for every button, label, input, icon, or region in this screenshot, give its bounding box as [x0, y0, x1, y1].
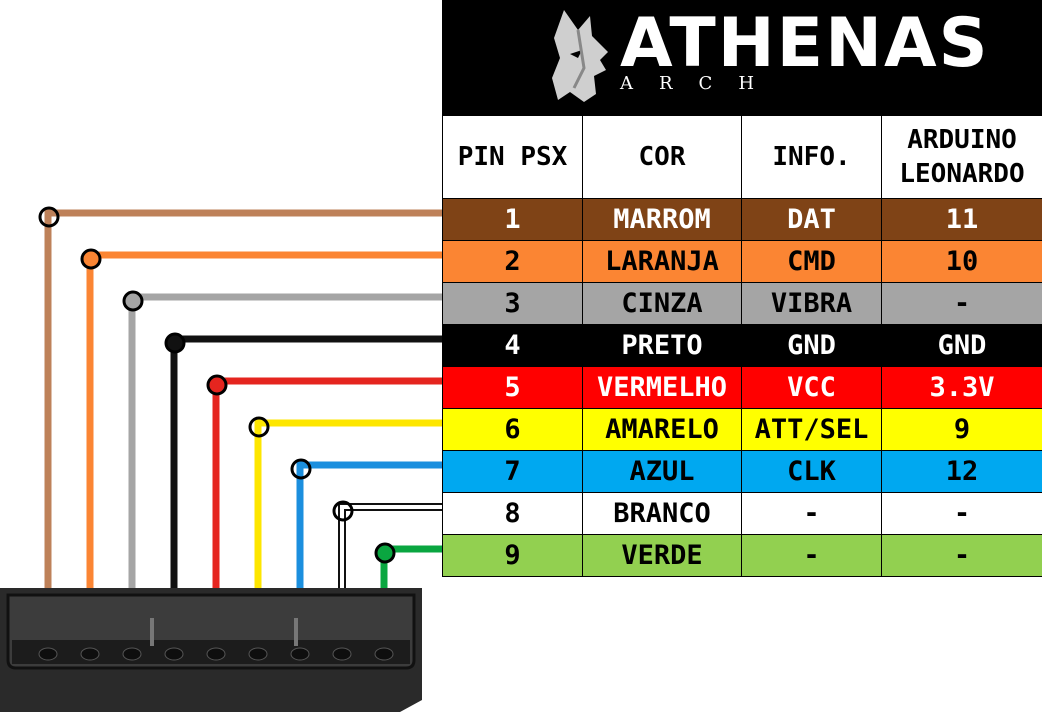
wire-bend-marker: [290, 458, 312, 480]
brand-subtitle: ARCH: [620, 73, 781, 94]
wires-group: [38, 206, 442, 640]
color-cell: BRANCO: [582, 492, 742, 535]
pin-cell: 9: [442, 534, 583, 577]
wire-pin-7: [290, 458, 442, 640]
wire-bend-marker: [122, 290, 144, 312]
info-cell: CMD: [741, 240, 882, 283]
wire-bend-marker: [164, 332, 186, 354]
color-cell: CINZA: [582, 282, 742, 325]
connector-pin-slot: [290, 647, 310, 661]
color-cell: AMARELO: [582, 408, 742, 451]
info-cell: VCC: [741, 366, 882, 409]
wire-bend-marker: [332, 500, 354, 522]
arduino-cell: 10: [881, 240, 1042, 283]
connector-pin-slot: [80, 647, 100, 661]
info-cell: DAT: [741, 198, 882, 241]
arduino-cell: 11: [881, 198, 1042, 241]
wire-bend-marker: [80, 248, 102, 270]
wire-pin-2: [80, 248, 442, 640]
pin-cell: 7: [442, 450, 583, 493]
wire-pin-4: [164, 332, 442, 640]
pin-cell: 3: [442, 282, 583, 325]
connector-pin-slot: [374, 647, 394, 661]
wire-bend-marker: [374, 542, 396, 564]
pinout-table: PIN PSX COR INFO. ARDUINO LEONARDO 1 MARR…: [442, 115, 1042, 577]
col-cor: COR: [582, 115, 742, 199]
arduino-cell: -: [881, 534, 1042, 577]
connector-pin-slot: [248, 647, 268, 661]
wire-bend-marker: [248, 416, 270, 438]
connector-pin-slot: [38, 647, 58, 661]
wire-pin-3: [122, 290, 442, 640]
table-row: 9 VERDE - -: [442, 534, 1042, 577]
arduino-cell: GND: [881, 324, 1042, 367]
table-row: 5 VERMELHO VCC 3.3V: [442, 366, 1042, 409]
connector-pin-slot: [206, 647, 226, 661]
col-arduino-leonardo: ARDUINO LEONARDO: [881, 115, 1042, 199]
wire-bend-marker: [38, 206, 60, 228]
info-cell: GND: [741, 324, 882, 367]
wire-bend-marker: [206, 374, 228, 396]
arduino-cell: -: [881, 282, 1042, 325]
pin-cell: 5: [442, 366, 583, 409]
arduino-cell: -: [881, 492, 1042, 535]
arduino-cell: 12: [881, 450, 1042, 493]
info-cell: CLK: [741, 450, 882, 493]
pin-cell: 2: [442, 240, 583, 283]
pin-cell: 1: [442, 198, 583, 241]
brand-name: ATHENAS: [620, 4, 990, 83]
color-cell: MARROM: [582, 198, 742, 241]
connector-pin-slot: [122, 647, 142, 661]
wire-pin-5: [206, 374, 442, 640]
info-cell: -: [741, 492, 882, 535]
table-header-row: PIN PSX COR INFO. ARDUINO LEONARDO: [442, 115, 1042, 199]
arduino-cell: 3.3V: [881, 366, 1042, 409]
wire-pin-6: [248, 416, 442, 640]
table-row: 2 LARANJA CMD 10: [442, 240, 1042, 283]
table-row: 4 PRETO GND GND: [442, 324, 1042, 367]
table-row: 7 AZUL CLK 12: [442, 450, 1042, 493]
color-cell: AZUL: [582, 450, 742, 493]
header-band: [442, 0, 1042, 115]
info-cell: ATT/SEL: [741, 408, 882, 451]
color-cell: PRETO: [582, 324, 742, 367]
connector-pin-slot: [332, 647, 352, 661]
wolf-logo-icon: [548, 8, 614, 104]
color-cell: VERMELHO: [582, 366, 742, 409]
pin-cell: 8: [442, 492, 583, 535]
pin-cell: 6: [442, 408, 583, 451]
pin-cell: 4: [442, 324, 583, 367]
table-row: 1 MARROM DAT 11: [442, 198, 1042, 241]
table-row: 6 AMARELO ATT/SEL 9: [442, 408, 1042, 451]
color-cell: LARANJA: [582, 240, 742, 283]
table-row: 8 BRANCO - -: [442, 492, 1042, 535]
arduino-cell: 9: [881, 408, 1042, 451]
col-pin-psx: PIN PSX: [442, 115, 583, 199]
col-info: INFO.: [741, 115, 882, 199]
color-cell: VERDE: [582, 534, 742, 577]
wire-pin-1: [38, 206, 442, 640]
psx-connector: [0, 588, 422, 712]
info-cell: VIBRA: [741, 282, 882, 325]
table-row: 3 CINZA VIBRA -: [442, 282, 1042, 325]
info-cell: -: [741, 534, 882, 577]
connector-pin-slot: [164, 647, 184, 661]
